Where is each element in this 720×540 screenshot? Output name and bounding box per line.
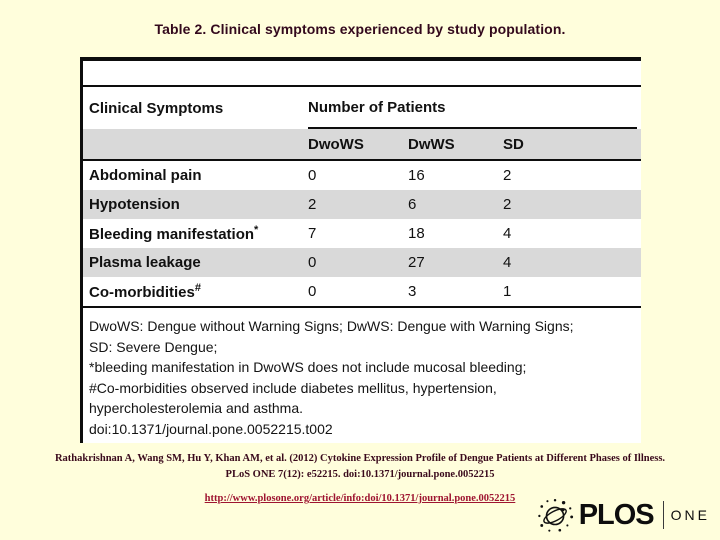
row-value: 0 [308,283,317,300]
row-value: 7 [308,225,317,242]
table-row: Hypotension 2 6 2 [83,190,641,219]
column-header-dwws: DwWS [408,135,455,153]
row-value: 0 [308,254,317,271]
table-row: Abdominal pain 0 16 2 [83,161,641,190]
row-value: 16 [408,167,425,184]
row-value: 4 [503,254,512,271]
column-header-sd: SD [503,135,524,153]
table-row: Plasma leakage 0 27 4 [83,248,641,277]
footnote-line: *bleeding manifestation in DwoWS does no… [89,359,527,375]
table-body-bottom-rule [83,306,641,308]
footnote-line: doi:10.1371/journal.pone.0052215.t002 [89,420,333,437]
citation-line-2: PLoS ONE 7(12): e52215. doi:10.1371/jour… [225,469,495,480]
column-group-header-number-of-patients: Number of Patients [308,87,637,129]
row-value: 0 [308,167,317,184]
table-caption-gap [83,61,641,85]
row-value: 6 [408,196,417,213]
table-row: Co-morbidities# 0 3 1 [83,277,641,306]
footnote-line: hypercholesterolemia and asthma. [89,400,304,416]
logo-divider [662,501,664,529]
table-row: Bleeding manifestation* 7 18 4 [83,219,641,248]
table-top-rule [83,57,641,61]
page-title: Table 2. Clinical symptoms experienced b… [154,21,566,37]
row-value: 27 [408,254,425,271]
row-value: 4 [503,225,512,242]
article-link-line: http://www.plosone.org/article/info:doi/… [0,488,720,506]
row-label: Abdominal pain [89,167,202,184]
table-figure: Clinical Symptoms Number of Patients Dwo… [80,57,641,443]
footnote-line: DwoWS: Dengue without Warning Signs; DwW… [89,318,574,334]
row-label: Bleeding manifestation* [89,224,259,243]
row-label: Plasma leakage [89,254,201,271]
plos-globe-icon [537,499,573,532]
citation: Rathakrishnan A, Wang SM, Hu Y, Khan AM,… [0,451,720,483]
table-footnotes: DwoWS: Dengue without Warning Signs; DwW… [83,308,641,439]
plos-wordmark: PLOS [578,498,655,531]
plos-one-logo: PLOS ONE [537,496,710,534]
row-value: 3 [408,283,417,300]
footnote-line: #Co-morbidities observed include diabete… [89,379,497,396]
article-link[interactable]: http://www.plosone.org/article/info:doi/… [204,493,516,504]
column-header-clinical-symptoms: Clinical Symptoms [89,99,224,117]
row-value: 2 [503,196,512,213]
table-body-top-rule [83,159,641,161]
table-header-top-rule [83,85,641,87]
table-rows: Abdominal pain 0 16 2 Hypotension 2 6 2 Bleeding… [83,161,641,306]
table-subheader-row: DwoWS DwWS SD [83,129,641,159]
citation-line-1: Rathakrishnan A, Wang SM, Hu Y, Khan AM,… [54,453,666,464]
row-value: 18 [408,225,425,242]
footnote-line: SD: Severe Dengue; [89,338,218,355]
column-header-dwows: DwoWS [308,135,364,153]
row-value: 1 [503,283,512,300]
row-label: Co-morbidities# [89,282,201,301]
row-value: 2 [308,196,317,213]
row-label: Hypotension [89,196,180,213]
row-value: 2 [503,167,512,184]
table-header-row: Clinical Symptoms Number of Patients [83,87,641,129]
one-wordmark: ONE [670,507,710,523]
